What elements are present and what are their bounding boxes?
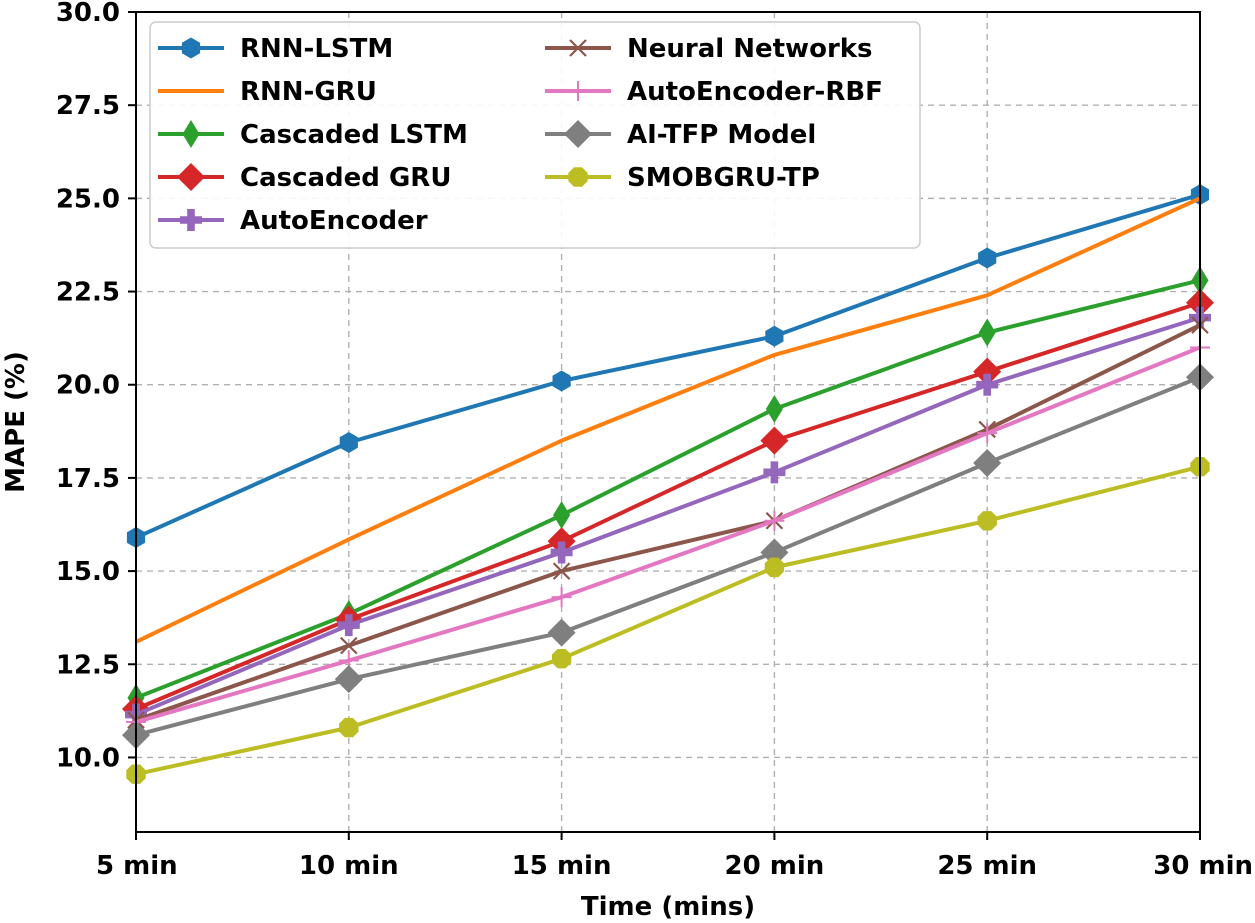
- series-autoencoder-rbf: [126, 337, 1210, 733]
- series-line-cascaded-gru: [135, 300, 1201, 711]
- series-line-rnn-gru: [135, 196, 1201, 644]
- series-line-autoencoder: [135, 315, 1201, 717]
- y-axis-ticks: 10.0 12.5 15.0 17.5 20.0 22.5 25.0 27.5 30.0: [56, 0, 136, 773]
- data-point-smobgru-tp: [977, 511, 997, 531]
- x-tick-label: 25 min: [937, 851, 1037, 881]
- series-layer: [122, 184, 1214, 784]
- series-neural-networks: [127, 316, 1209, 729]
- y-tick-label: 27.5: [56, 91, 120, 121]
- legend-item-cascaded-gru: Cascaded GRU: [158, 163, 451, 193]
- data-point-rnn-lstm: [339, 432, 358, 453]
- legend-label-rnn-gru: RNN-GRU: [240, 77, 377, 107]
- legend-label-ai-tfp-model: AI-TFP Model: [627, 120, 816, 150]
- legend-label-neural-networks: Neural Networks: [627, 34, 873, 64]
- data-point-cascaded-lstm: [553, 501, 571, 530]
- data-point-ai-tfp-model: [973, 449, 1002, 477]
- data-point-autoencoder: [763, 461, 786, 484]
- legend-label-autoencoder: AutoEncoder: [240, 206, 428, 236]
- y-tick-label: 22.5: [56, 278, 120, 308]
- legend: RNN-LSTM RNN-GRU Cascaded LSTM Cascaded GRU…: [149, 21, 921, 249]
- data-point-neural-networks: [340, 636, 358, 655]
- data-point-rnn-lstm: [978, 247, 997, 269]
- legend-marker-autoencoder-rbf: [568, 81, 588, 101]
- series-autoencoder: [125, 306, 1211, 726]
- legend-item-ai-tfp-model: AI-TFP Model: [545, 120, 816, 150]
- x-tick-label: 5 min: [96, 851, 178, 881]
- legend-item-rnn-gru: RNN-GRU: [158, 77, 377, 107]
- data-point-rnn-lstm: [552, 370, 571, 392]
- series-rnn-gru: [135, 196, 1201, 644]
- legend-box: [149, 21, 921, 249]
- y-axis-title: MAPE (%): [1, 351, 31, 493]
- data-point-cascaded-lstm: [765, 394, 783, 423]
- data-point-smobgru-tp: [339, 717, 359, 738]
- data-point-autoencoder-rbf: [551, 587, 572, 608]
- series-line-rnn-lstm: [135, 192, 1201, 540]
- legend-item-rnn-lstm: RNN-LSTM: [158, 34, 393, 64]
- data-point-autoencoder: [976, 373, 999, 396]
- x-tick-label: 10 min: [299, 851, 399, 881]
- data-point-neural-networks: [552, 562, 571, 580]
- y-tick-label: 17.5: [56, 464, 120, 494]
- data-point-autoencoder: [337, 614, 360, 637]
- plot-frame: [135, 11, 1201, 833]
- data-point-smobgru-tp: [764, 557, 785, 578]
- legend-label-rnn-lstm: RNN-LSTM: [240, 34, 393, 64]
- data-point-autoencoder: [550, 541, 573, 564]
- series-line-cascaded-lstm: [135, 278, 1201, 700]
- y-tick-label: 12.5: [56, 650, 120, 680]
- series-line-autoencoder-rbf: [135, 345, 1201, 724]
- legend-marker-ai-tfp-model: [564, 120, 592, 148]
- data-point-cascaded-gru: [760, 426, 789, 455]
- data-point-ai-tfp-model: [547, 618, 576, 647]
- data-point-rnn-lstm: [765, 325, 784, 347]
- legend-marker-smobgru-tp: [568, 167, 588, 187]
- x-axis-title: Time (mins): [581, 892, 755, 922]
- x-axis-ticks: 5 min 10 min 15 min 20 min 25 min 30 min: [96, 832, 1253, 881]
- legend-marker-autoencoder: [180, 209, 202, 231]
- y-tick-label: 15.0: [56, 557, 120, 587]
- series-rnn-lstm: [126, 184, 1210, 549]
- data-point-ai-tfp-model: [334, 665, 363, 694]
- series-smobgru-tp: [126, 457, 1210, 784]
- legend-item-autoencoder-rbf: AutoEncoder-RBF: [545, 77, 883, 107]
- series-line-neural-networks: [135, 323, 1201, 723]
- data-point-cascaded-gru: [973, 357, 1002, 386]
- legend-label-cascaded-gru: Cascaded GRU: [240, 163, 451, 193]
- legend-item-cascaded-lstm: Cascaded LSTM: [158, 120, 468, 150]
- x-tick-label: 20 min: [725, 851, 825, 881]
- series-line-ai-tfp-model: [135, 375, 1201, 738]
- x-tick-label: 30 min: [1153, 851, 1253, 881]
- x-tick-label: 15 min: [512, 851, 612, 881]
- y-tick-label: 20.0: [56, 371, 120, 401]
- data-point-cascaded-lstm: [978, 318, 996, 347]
- legend-item-neural-networks: Neural Networks: [545, 34, 873, 64]
- legend-item-autoencoder: AutoEncoder: [158, 206, 428, 236]
- legend-marker-neural-networks: [569, 39, 587, 57]
- data-point-autoencoder-rbf: [764, 510, 785, 531]
- y-tick-label: 30.0: [56, 0, 120, 28]
- series-line-smobgru-tp: [135, 464, 1201, 777]
- series-ai-tfp-model: [122, 363, 1214, 750]
- y-tick-label: 25.0: [56, 184, 120, 214]
- y-tick-label: 10.0: [56, 743, 120, 773]
- legend-marker-cascaded-lstm: [182, 120, 200, 148]
- data-point-smobgru-tp: [551, 648, 572, 669]
- legend-label-cascaded-lstm: Cascaded LSTM: [240, 120, 468, 150]
- legend-marker-rnn-lstm: [181, 37, 201, 59]
- legend-item-smobgru-tp: SMOBGRU-TP: [545, 163, 820, 193]
- legend-label-autoencoder-rbf: AutoEncoder-RBF: [627, 77, 883, 107]
- data-point-ai-tfp-model: [760, 538, 789, 567]
- legend-label-smobgru-tp: SMOBGRU-TP: [627, 163, 820, 193]
- data-point-autoencoder-rbf: [977, 423, 998, 444]
- legend-marker-cascaded-gru: [177, 163, 205, 191]
